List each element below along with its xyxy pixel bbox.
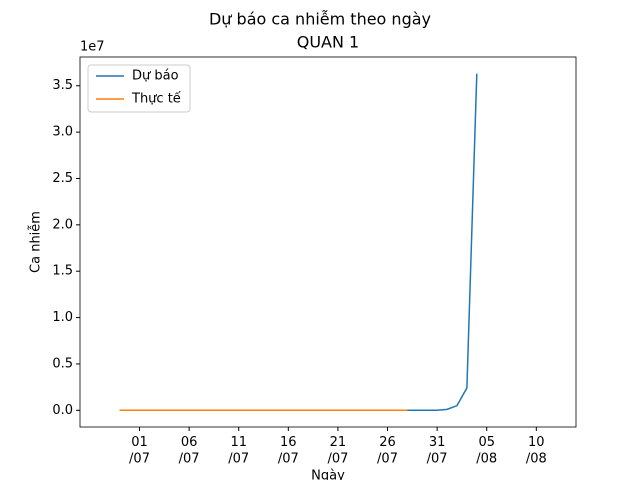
y-tick-label: 0.0	[52, 403, 73, 418]
x-tick-label: 05/08	[476, 435, 497, 466]
y-offset-label: 1e7	[80, 40, 105, 55]
x-tick-label: 16/07	[278, 435, 299, 466]
y-tick-label: 0.5	[52, 356, 73, 371]
x-tick-label: 11/07	[228, 435, 249, 466]
chart-title: Dự báo ca nhiễm theo ngày	[209, 10, 431, 29]
y-tick-label: 2.5	[52, 171, 73, 186]
legend-label: Thực tế	[131, 92, 181, 107]
x-tick-label: 06/07	[179, 435, 200, 466]
x-tick-label: 10/08	[526, 435, 547, 466]
chart-subtitle: QUAN 1	[297, 33, 359, 52]
legend-label: Dự báo	[132, 69, 179, 84]
y-tick-label: 3.0	[52, 125, 73, 140]
y-axis-label: Ca nhiễm	[29, 211, 44, 273]
y-tick-label: 1.0	[52, 310, 73, 325]
y-tick-label: 1.5	[52, 264, 73, 279]
x-tick-label: 26/07	[377, 435, 398, 466]
y-tick-label: 3.5	[52, 78, 73, 93]
x-tick-label: 31/07	[427, 435, 448, 466]
x-tick-label: 21/07	[327, 435, 348, 466]
x-axis-label: Ngày	[311, 469, 345, 480]
y-tick-label: 2.0	[52, 217, 73, 232]
plot-frame	[79, 56, 577, 428]
x-tick-label: 01/07	[129, 435, 150, 466]
